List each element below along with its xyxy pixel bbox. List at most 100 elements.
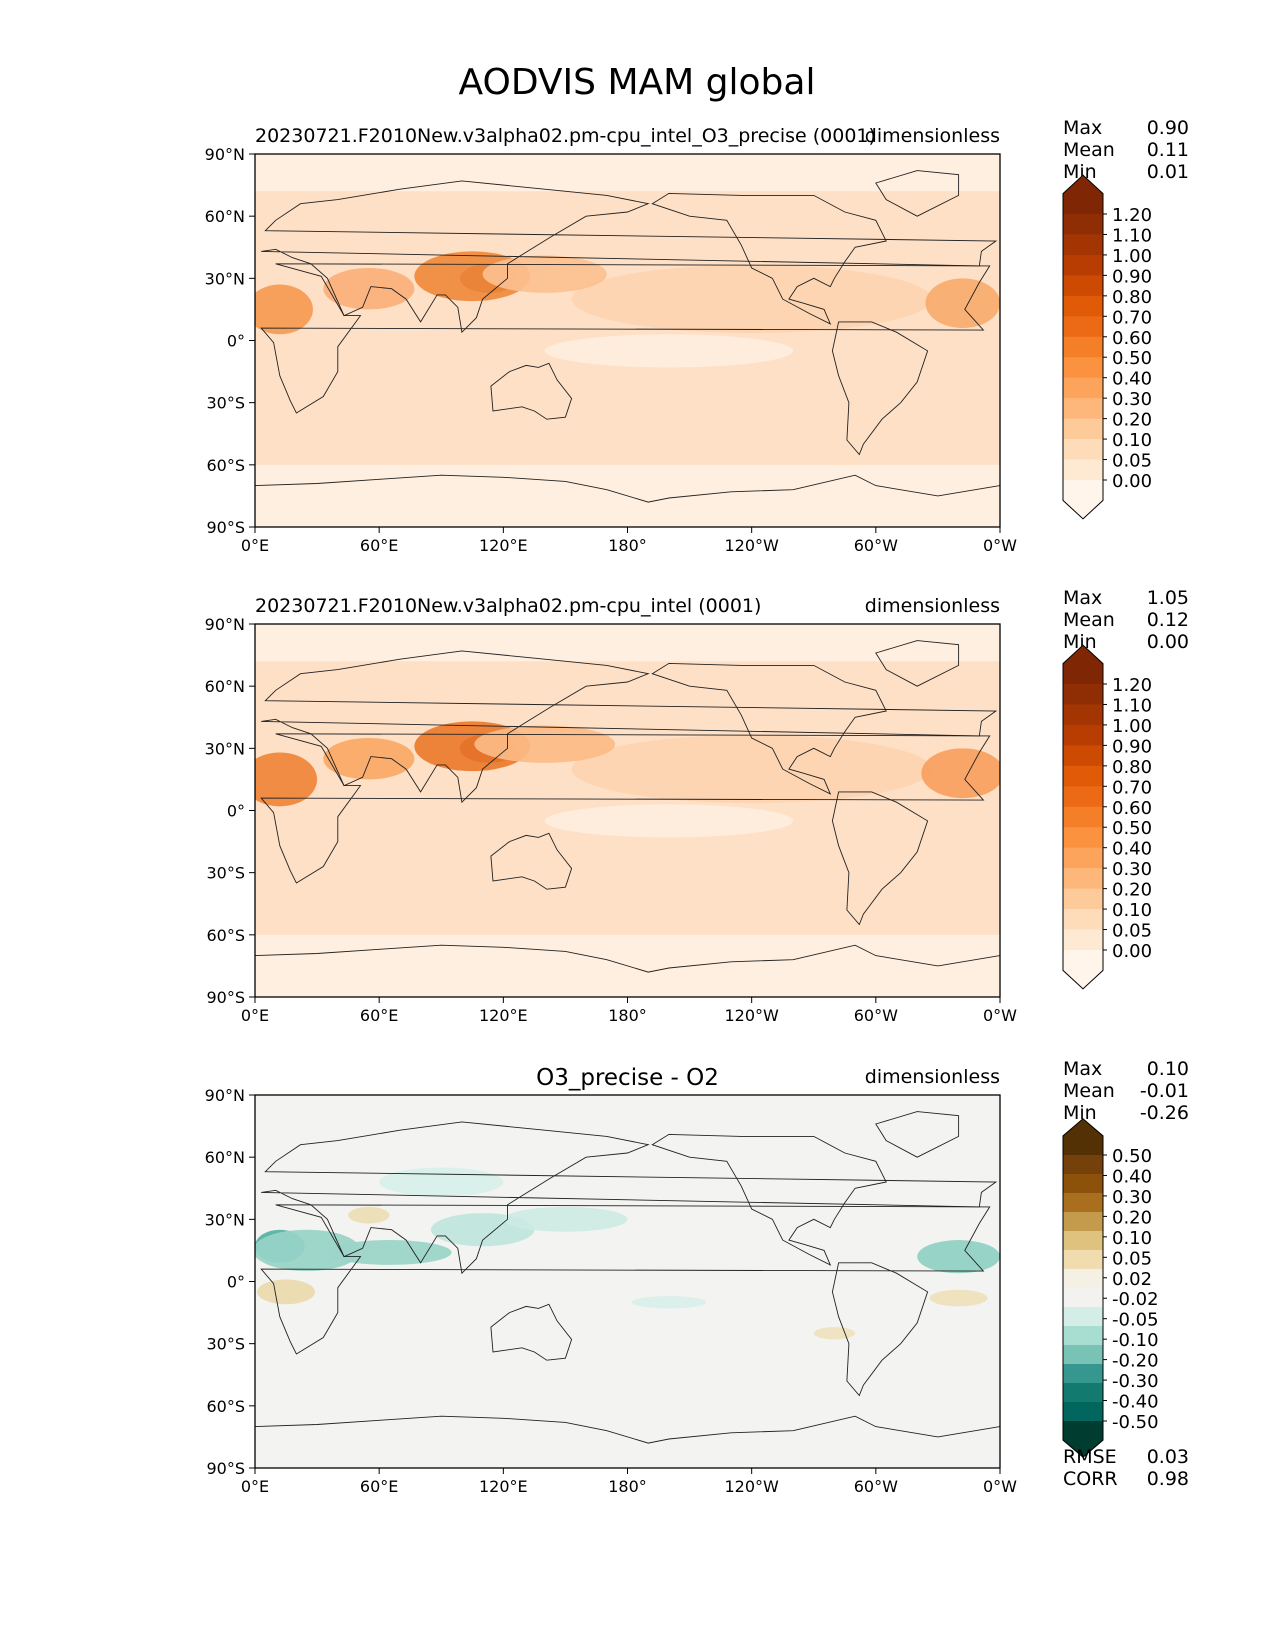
coastline-greenland: [875, 170, 960, 217]
colorbar-bin: [1063, 1174, 1103, 1194]
stat-label: Min: [1063, 1102, 1097, 1124]
colorbar-tick-label: 0.80: [1112, 287, 1152, 308]
colorbar: 0.500.400.300.200.100.050.02-0.02-0.05-0…: [1062, 1118, 1159, 1458]
coastline-south-america: [831, 321, 929, 456]
field-blob: [255, 752, 318, 807]
colorbar-tick-label: 0.10: [1112, 430, 1152, 451]
coastline-australia: [490, 362, 573, 420]
panel-units: dimensionless: [865, 595, 1000, 617]
x-tick-label: 0°W: [983, 1477, 1017, 1496]
colorbar: 1.201.101.000.900.800.700.600.500.400.30…: [1062, 644, 1152, 990]
colorbar-bin: [1063, 909, 1103, 931]
y-tick-label: 30°S: [206, 394, 245, 413]
colorbar-tick-label: -0.10: [1112, 1330, 1159, 1351]
field-blob: [348, 1206, 390, 1224]
coastline-africa: [260, 733, 991, 884]
y-tick-label: 90°S: [206, 988, 245, 1007]
colorbar-bin: [1063, 888, 1103, 910]
northern-band: [255, 624, 1000, 662]
colorbar-tick-label: 0.10: [1112, 900, 1152, 921]
subtropical-band: [571, 735, 932, 804]
y-tick-label: 90°N: [205, 1086, 245, 1105]
panel-units: dimensionless: [865, 1066, 1000, 1088]
y-tick-label: 0°: [227, 1273, 245, 1292]
colorbar-bin: [1063, 929, 1103, 951]
stat-label: Max: [1063, 1058, 1102, 1080]
x-tick-label: 60°W: [854, 1006, 898, 1025]
x-tick-label: 0°E: [241, 1006, 269, 1025]
colorbar-bin: [1063, 1307, 1103, 1327]
colorbar-tick-label: 0.02: [1112, 1269, 1152, 1290]
map-field: [255, 1095, 1000, 1468]
stat-label: Min: [1063, 631, 1097, 653]
colorbar-bin: [1063, 1212, 1103, 1232]
map-field: [255, 624, 1000, 997]
colorbar: 1.201.101.000.900.800.700.600.500.400.30…: [1062, 174, 1152, 520]
field-blob: [323, 737, 415, 780]
colorbar-tick-label: 0.70: [1112, 777, 1152, 798]
colorbar-tick-label: 0.50: [1112, 1146, 1152, 1167]
colorbar-bin: [1063, 1288, 1103, 1308]
y-tick-label: 60°S: [206, 456, 245, 475]
x-tick-label: 0°W: [983, 1006, 1017, 1025]
colorbar-tick-label: -0.40: [1112, 1392, 1159, 1413]
colorbar-tick-label: 0.10: [1112, 1228, 1152, 1249]
stat-label: Max: [1063, 117, 1102, 139]
colorbar-tick-label: 0.70: [1112, 307, 1152, 328]
figure-title: AODVIS MAM global: [459, 62, 816, 103]
stat-value: -0.26: [1140, 1102, 1189, 1124]
colorbar-bin: [1063, 418, 1103, 440]
y-tick-label: 30°S: [206, 864, 245, 883]
stat-value: 1.05: [1147, 587, 1189, 609]
colorbar-extend-min: [1063, 480, 1103, 519]
coastline-antarctica-coast: [255, 944, 1000, 973]
colorbar-extend-min: [1063, 950, 1103, 989]
y-tick-label: 30°N: [205, 269, 245, 288]
field-blob: [257, 1279, 316, 1305]
panel-2: 20230721.F2010New.v3alpha02.pm-cpu_intel…: [205, 587, 1189, 1025]
y-tick-label: 60°S: [206, 926, 245, 945]
coastline-antarctica-coast: [255, 1415, 1000, 1444]
colorbar-tick-label: 1.10: [1112, 695, 1152, 716]
colorbar-tick-label: -0.02: [1112, 1289, 1159, 1310]
metric-value: 0.98: [1147, 1468, 1189, 1490]
stat-value: 0.00: [1147, 631, 1189, 653]
stat-value: 0.10: [1147, 1058, 1189, 1080]
colorbar-bin: [1063, 1155, 1103, 1175]
stat-label: Mean: [1063, 609, 1115, 631]
metric-label: RMSE: [1063, 1446, 1117, 1468]
x-tick-label: 120°E: [479, 1006, 528, 1025]
stat-label: Mean: [1063, 1080, 1115, 1102]
colorbar-tick-label: 0.50: [1112, 348, 1152, 369]
colorbar-bin: [1063, 724, 1103, 746]
colorbar-bin: [1063, 377, 1103, 399]
colorbar-tick-label: 0.90: [1112, 266, 1152, 287]
y-tick-label: 90°S: [206, 1459, 245, 1478]
x-tick-label: 180°: [608, 536, 647, 555]
coastline-greenland: [875, 640, 960, 687]
colorbar-bin: [1063, 1345, 1103, 1365]
colorbar-tick-label: 0.50: [1112, 818, 1152, 839]
colorbar-bin: [1063, 827, 1103, 849]
colorbar-bin: [1063, 806, 1103, 828]
colorbar-tick-label: -0.20: [1112, 1351, 1159, 1372]
field-blob: [544, 804, 794, 838]
colorbar-tick-label: 0.20: [1112, 410, 1152, 431]
colorbar-tick-label: 0.30: [1112, 389, 1152, 410]
x-tick-label: 60°W: [854, 1477, 898, 1496]
metric-value: 0.03: [1147, 1446, 1189, 1468]
x-tick-label: 120°E: [479, 1477, 528, 1496]
colorbar-extend-max: [1063, 1118, 1103, 1155]
panel-title: 20230721.F2010New.v3alpha02.pm-cpu_intel…: [255, 125, 876, 147]
colorbar-bin: [1063, 398, 1103, 420]
x-tick-label: 60°E: [360, 1477, 398, 1496]
colorbar-tick-label: 1.00: [1112, 716, 1152, 737]
y-tick-label: 60°S: [206, 1397, 245, 1416]
colorbar-bin: [1063, 275, 1103, 297]
panels: 20230721.F2010New.v3alpha02.pm-cpu_intel…: [205, 117, 1189, 1496]
colorbar-bin: [1063, 234, 1103, 256]
stat-value: 0.12: [1147, 609, 1189, 631]
colorbar-tick-label: 0.00: [1112, 941, 1152, 962]
coastline-south-america: [831, 791, 929, 926]
